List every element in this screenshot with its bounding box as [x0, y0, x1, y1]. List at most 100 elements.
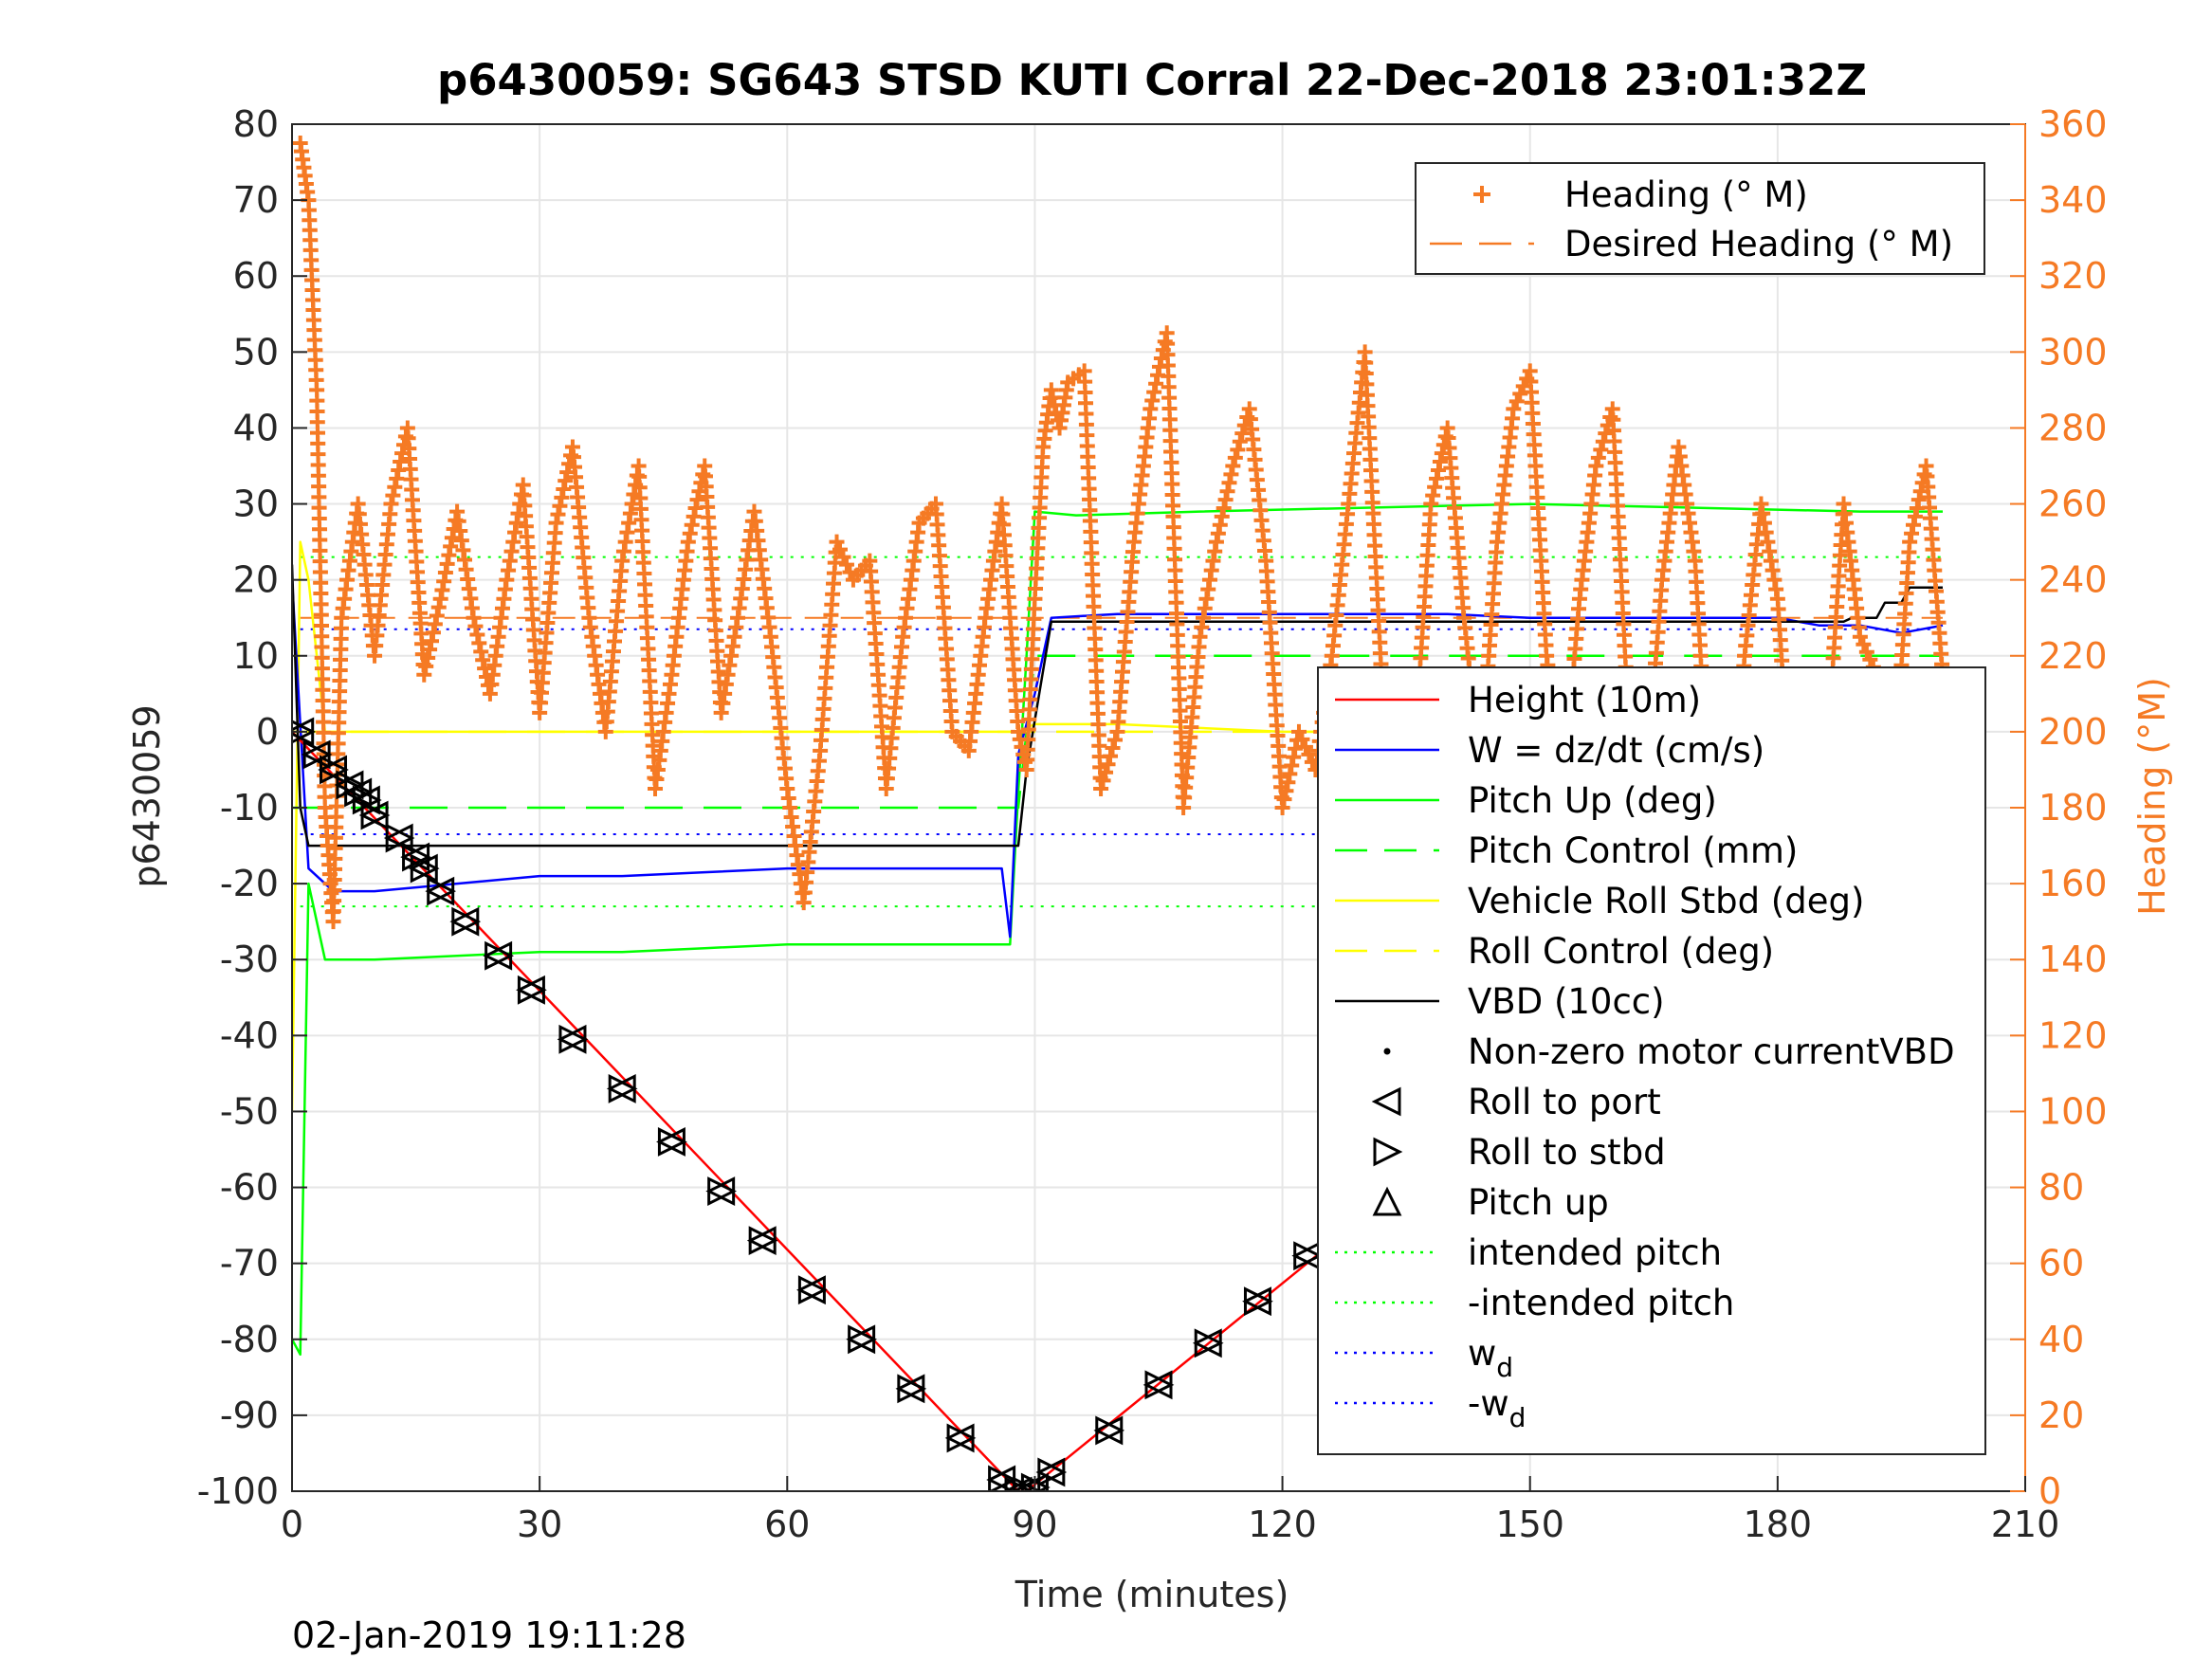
legend-entry: Roll Control (deg) — [1335, 931, 1774, 972]
x-tick-label: 30 — [517, 1504, 562, 1545]
y-tick-label: -30 — [220, 939, 279, 980]
roll-to-stbd-marker — [385, 823, 415, 853]
legend-label: Height (10m) — [1468, 680, 1701, 720]
roll-to-stbd-marker — [748, 1226, 778, 1256]
roll-to-stbd-marker — [402, 842, 431, 872]
heading-point — [1232, 433, 1248, 449]
y-right-tick-label: 300 — [2038, 331, 2108, 373]
y-tick-label: -20 — [220, 863, 279, 904]
roll-to-stbd-marker — [946, 1423, 977, 1453]
heading-point — [1290, 723, 1307, 739]
heading-point — [1598, 426, 1614, 442]
heading-point — [1103, 748, 1119, 764]
y-tick-label: -100 — [197, 1470, 279, 1512]
y-tick-label: 0 — [256, 711, 279, 753]
legend-entry: Vehicle Roll Stbd (deg) — [1335, 881, 1864, 921]
heading-point — [1506, 401, 1522, 417]
x-tick-label: 210 — [1991, 1504, 2060, 1545]
heading-point — [1225, 458, 1241, 474]
heading-point — [1100, 757, 1116, 773]
legend-label: -intended pitch — [1468, 1283, 1734, 1323]
heading-point — [832, 541, 848, 557]
heading-point — [1588, 458, 1604, 474]
y-axis-label: p6430059 — [126, 704, 168, 887]
heading-point — [1297, 738, 1313, 755]
heading-point — [838, 556, 854, 573]
heading-point — [1294, 731, 1310, 747]
y-right-tick-label: 260 — [2038, 483, 2108, 525]
y-right-tick-label: 40 — [2038, 1319, 2084, 1360]
x-tick-label: 150 — [1495, 1504, 1564, 1545]
y-tick-label: 30 — [233, 483, 279, 525]
roll-to-stbd-marker — [558, 1024, 589, 1054]
roll-to-stbd-marker — [608, 1073, 638, 1103]
y-right-tick-label: 140 — [2038, 939, 2108, 980]
roll-to-stbd-marker — [517, 975, 547, 1005]
y-right-tick-label: 60 — [2038, 1243, 2084, 1285]
roll-to-stbd-marker — [320, 755, 349, 785]
legend-label: Roll to stbd — [1468, 1132, 1666, 1173]
y-tick-label: -90 — [220, 1395, 279, 1436]
y-right-tick-label: 80 — [2038, 1167, 2084, 1209]
roll-to-stbd-marker — [1095, 1415, 1125, 1446]
roll-to-stbd-marker — [988, 1465, 1017, 1491]
heading-point — [1602, 410, 1618, 425]
x-tick-label: 120 — [1248, 1504, 1317, 1545]
heading-point — [1593, 442, 1609, 458]
legend-entry: -wd — [1335, 1383, 1526, 1433]
heading-point — [1590, 449, 1606, 465]
legend-label: W = dz/dt (cm/s) — [1468, 730, 1764, 771]
heading-point — [1093, 780, 1109, 796]
roll-to-stbd-marker — [657, 1127, 687, 1157]
roll-to-stbd-marker — [292, 720, 317, 744]
legend-label: Desired Heading (° M) — [1564, 224, 1953, 264]
heading-point — [842, 564, 858, 580]
legend-label: Non-zero motor currentVBD — [1468, 1031, 1955, 1072]
roll-to-stbd-marker — [848, 1324, 877, 1355]
roll-to-stbd-marker — [1037, 1457, 1068, 1487]
y-axis-right: 3603403203002802602402202001801601401201… — [2010, 103, 2108, 1512]
legend-entry: W = dz/dt (cm/s) — [1335, 730, 1764, 771]
legend-label: intended pitch — [1468, 1232, 1722, 1273]
heading-point — [1095, 773, 1111, 789]
y-right-tick-label: 20 — [2038, 1395, 2084, 1436]
heading-point — [1106, 732, 1123, 748]
heading-point — [1856, 636, 1872, 652]
roll-to-stbd-marker — [360, 800, 391, 830]
heading-point — [1852, 629, 1868, 645]
legend-entry: Height (10m) — [1335, 680, 1701, 720]
y-right-tick-label: 200 — [2038, 711, 2108, 753]
x-axis-label: Time (minutes) — [1015, 1574, 1289, 1615]
y-right-tick-label: 360 — [2038, 103, 2108, 145]
legend-label: Vehicle Roll Stbd (deg) — [1468, 881, 1864, 921]
legend-label: Pitch up — [1468, 1182, 1609, 1223]
y-right-tick-label: 280 — [2038, 407, 2108, 448]
y-tick-label: 10 — [233, 635, 279, 677]
y-tick-label: 40 — [233, 407, 279, 448]
legend-entry: Heading (° M) — [1473, 174, 1808, 215]
y-right-tick-label: 240 — [2038, 559, 2108, 601]
x-tick-label: 60 — [764, 1504, 810, 1545]
legend-entry: intended pitch — [1335, 1232, 1722, 1273]
y-right-tick-label: 180 — [2038, 787, 2108, 829]
legend-entry: VBD (10cc) — [1335, 981, 1665, 1022]
timestamp-footer: 02-Jan-2019 19:11:28 — [292, 1614, 686, 1656]
chart-title: p6430059: SG643 STSD KUTI Corral 22-Dec-… — [437, 55, 1867, 105]
y-tick-label: -70 — [220, 1243, 279, 1285]
y-right-tick-label: 320 — [2038, 255, 2108, 297]
legend-label: VBD (10cc) — [1468, 981, 1665, 1022]
legend-entry: Pitch Control (mm) — [1335, 830, 1798, 871]
heading-point — [1227, 449, 1243, 465]
heading-point — [1508, 393, 1525, 410]
roll-to-stbd-marker — [484, 940, 514, 971]
y-tick-label: 20 — [233, 559, 279, 601]
y-tick-label: 60 — [233, 255, 279, 297]
legend-box — [1415, 162, 1985, 275]
legend-entry: Pitch Up (deg) — [1335, 780, 1717, 821]
legend-label: Roll Control (deg) — [1468, 931, 1774, 972]
legend-label: Pitch Up (deg) — [1468, 780, 1717, 821]
roll-to-stbd-marker — [1144, 1370, 1175, 1400]
heading-point — [1234, 426, 1251, 442]
legend-entry: Roll to stbd — [1373, 1132, 1666, 1173]
